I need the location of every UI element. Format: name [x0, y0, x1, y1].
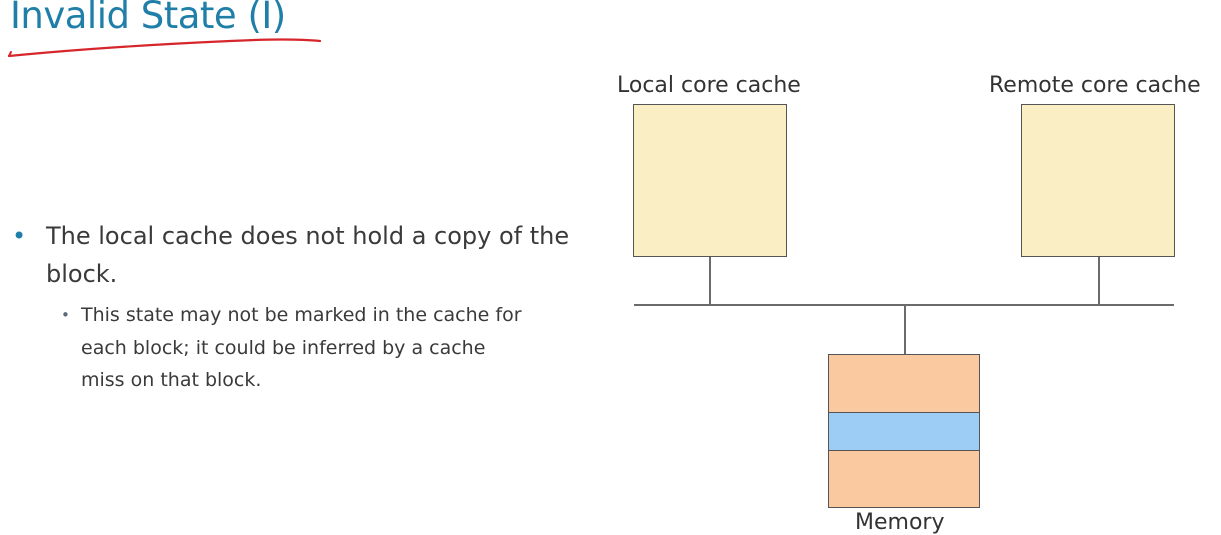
- remote-cache-label: Remote core cache: [989, 73, 1201, 98]
- local-core-cache-box: [633, 104, 787, 257]
- memory-segment-bottom: [828, 450, 980, 508]
- memory-connector: [904, 305, 906, 355]
- memory-label: Memory: [855, 510, 945, 535]
- sub-bullet-item: • This state may not be marked in the ca…: [46, 299, 531, 397]
- sub-bullet-list: • This state may not be marked in the ca…: [46, 299, 572, 397]
- local-cache-label: Local core cache: [617, 73, 801, 98]
- memory-segment-top: [828, 354, 980, 413]
- remote-cache-connector: [1098, 257, 1100, 305]
- title-underline-annotation: [7, 38, 322, 58]
- local-cache-connector: [709, 257, 711, 305]
- bullet-list: • The local cache does not hold a copy o…: [12, 217, 572, 397]
- bullet-item: • The local cache does not hold a copy o…: [12, 217, 572, 397]
- sub-bullet-dot-icon: •: [61, 306, 70, 324]
- bullet-dot-icon: •: [12, 222, 27, 250]
- remote-core-cache-box: [1021, 104, 1175, 257]
- shared-bus-line: [634, 304, 1174, 306]
- memory-block: [828, 412, 980, 451]
- sub-bullet-text: This state may not be marked in the cach…: [81, 304, 522, 391]
- slide-title: Invalid State (I): [10, 0, 286, 37]
- bullet-text: The local cache does not hold a copy of …: [46, 222, 570, 288]
